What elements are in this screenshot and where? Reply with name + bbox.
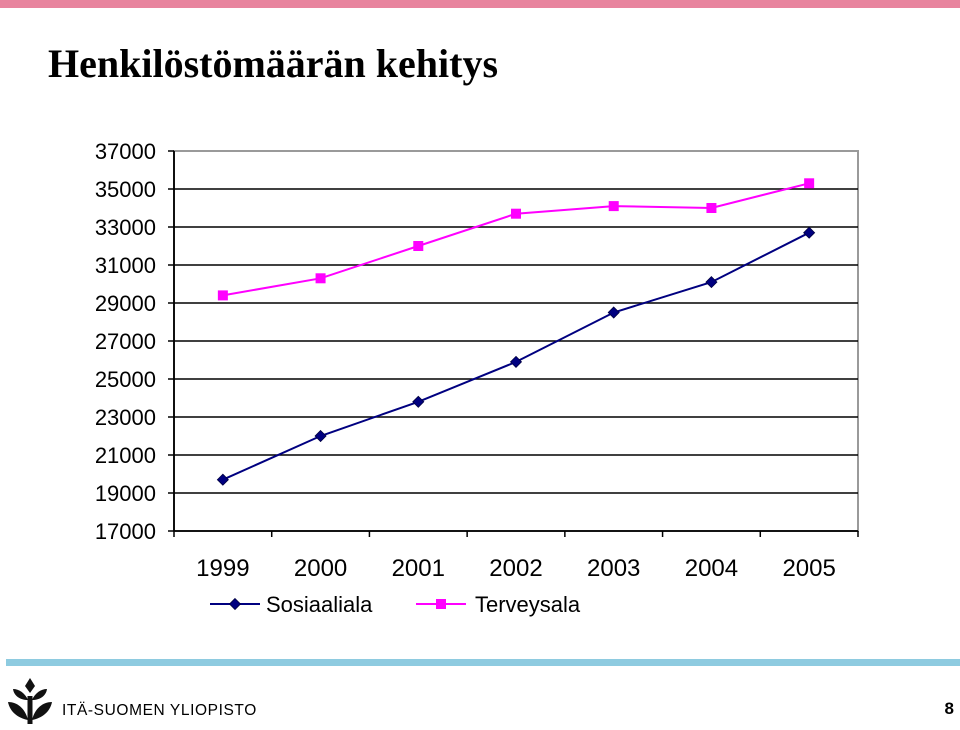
square-marker-icon — [706, 203, 717, 213]
square-marker-icon — [436, 599, 446, 609]
diamond-marker-icon — [412, 395, 425, 408]
x-tick-label: 2004 — [685, 555, 738, 582]
x-tick-label: 2002 — [489, 555, 542, 582]
page-number: 8 — [944, 699, 954, 718]
y-tick-label: 37000 — [95, 139, 156, 164]
y-tick-label: 33000 — [95, 215, 156, 240]
series-line-terveysala — [222, 182, 810, 297]
x-tick-label: 2001 — [392, 555, 445, 582]
diamond-marker-icon — [509, 355, 523, 368]
y-tick-label: 31000 — [95, 253, 156, 278]
x-tick-label: 1999 — [196, 555, 249, 582]
square-marker-icon — [608, 201, 619, 212]
x-tick-label: 2000 — [294, 555, 347, 582]
diamond-marker-icon — [314, 429, 327, 443]
y-tick-label: 21000 — [95, 443, 156, 468]
y-tick-label: 27000 — [95, 329, 156, 354]
square-marker-icon — [315, 273, 326, 284]
slide-title: Henkilöstömäärän kehitys — [48, 41, 499, 86]
x-tick-label: 2005 — [782, 555, 835, 582]
diamond-marker-icon — [607, 306, 620, 319]
line-chart: 37000 35000 33000 31000 29000 27000 25000 23000… — [95, 139, 859, 617]
diamond-marker-icon — [216, 473, 229, 486]
university-logo-icon — [8, 678, 52, 724]
x-tick-label: 2003 — [587, 555, 640, 582]
diamond-marker-icon — [705, 276, 718, 289]
square-marker-icon — [413, 241, 424, 251]
square-marker-icon — [511, 208, 521, 219]
square-marker-icon — [217, 290, 228, 301]
y-tick-label: 19000 — [95, 481, 156, 506]
diamond-marker-icon — [228, 597, 242, 611]
y-tick-label: 29000 — [95, 291, 156, 316]
legend-label: Terveysala — [475, 592, 581, 617]
bottom-accent-stripe — [6, 659, 960, 666]
top-accent-stripe — [0, 0, 960, 8]
y-tick-label: 17000 — [95, 519, 156, 544]
y-tick-label: 25000 — [95, 367, 156, 392]
legend-label: Sosiaaliala — [266, 592, 373, 617]
y-tick-label: 23000 — [95, 405, 156, 430]
footer-org-name: ITÄ-SUOMEN YLIOPISTO — [62, 702, 257, 719]
diamond-marker-icon — [803, 226, 816, 239]
y-tick-label: 35000 — [95, 177, 156, 202]
square-marker-icon — [804, 178, 815, 189]
